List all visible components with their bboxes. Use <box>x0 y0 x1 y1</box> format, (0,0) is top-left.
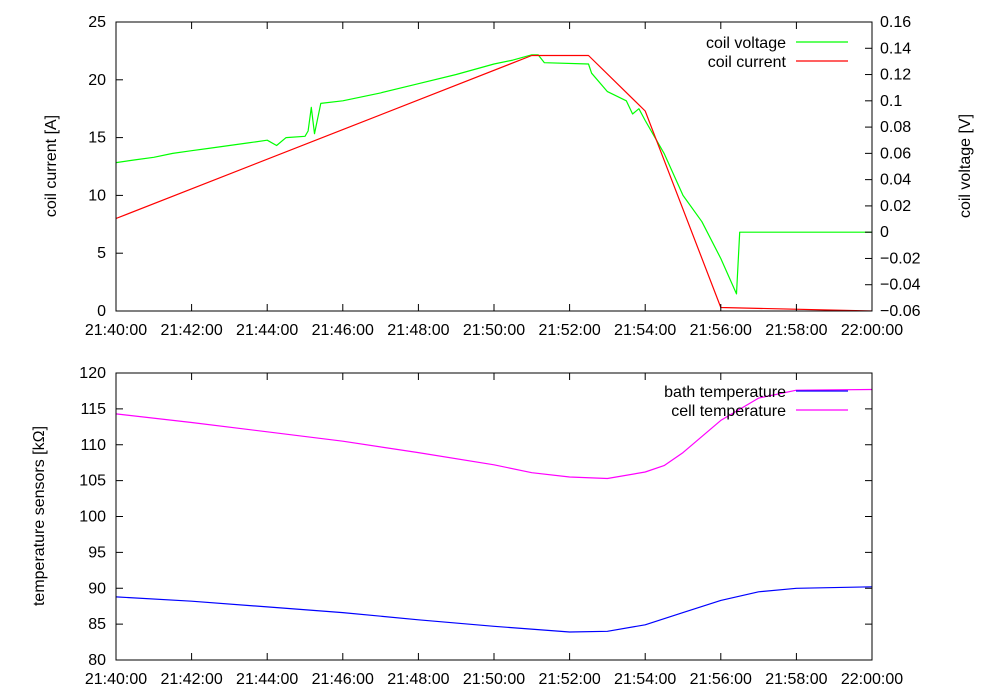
y-tick-label: 120 <box>79 365 106 382</box>
bottom-series-layer <box>116 388 872 633</box>
x-tick-label: 21:42:00 <box>160 322 222 339</box>
x-tick-label: 21:48:00 <box>387 322 449 339</box>
y-tick-label: 5 <box>97 245 106 262</box>
y2-tick-label: 0 <box>880 224 889 241</box>
legend-label-coil-voltage: coil voltage <box>706 35 786 52</box>
legend-bottom: bath temperature cell temperature <box>664 384 848 420</box>
y2-tick-label: 0.1 <box>880 93 902 110</box>
y-axis-title-bottom: temperature sensors [kΩ] <box>31 426 48 606</box>
x-tick-label: 21:44:00 <box>236 671 298 688</box>
x-tick-label: 21:58:00 <box>765 671 827 688</box>
x-tick-label: 21:56:00 <box>690 322 752 339</box>
x-tick-label: 21:54:00 <box>614 322 676 339</box>
chart-bottom: 21:40:00 21:42:00 21:44:00 21:46:00 21:48:00… <box>31 365 903 688</box>
x-tick-label: 21:46:00 <box>312 671 374 688</box>
y-tick-label: 100 <box>79 509 106 526</box>
bottom-axes: 21:40:00 21:42:00 21:44:00 21:46:00 21:48:00… <box>79 365 903 688</box>
y2-tick-label: 0.12 <box>880 67 911 84</box>
y-tick-label: 85 <box>88 616 106 633</box>
x-tick-label: 21:54:00 <box>614 671 676 688</box>
x-tick-label: 21:40:00 <box>85 322 147 339</box>
y-tick-label: 0 <box>97 303 106 320</box>
y-tick-label: 95 <box>88 544 106 561</box>
x-tick-label: 21:50:00 <box>463 671 525 688</box>
y-tick-label: 10 <box>88 187 106 204</box>
x-tick-label: 21:52:00 <box>538 671 600 688</box>
top-axes: 21:40:00 21:42:00 21:44:00 21:46:00 21:48:00… <box>85 14 921 339</box>
x-tick-label: 21:50:00 <box>463 322 525 339</box>
y2-tick-label: 0.08 <box>880 119 911 136</box>
x-tick-label: 21:44:00 <box>236 322 298 339</box>
x-tick-label: 21:48:00 <box>387 671 449 688</box>
y2-tick-label: 0.02 <box>880 198 911 215</box>
y-tick-label: 110 <box>80 437 106 454</box>
y2-axis-title-top: coil voltage [V] <box>957 114 974 218</box>
legend-top: coil voltage coil current <box>706 35 848 71</box>
y-tick-label: 20 <box>88 72 106 89</box>
y2-tick-label: 0.16 <box>880 14 911 31</box>
y2-tick-label: 0.06 <box>880 145 911 162</box>
x-tick-label: 21:58:00 <box>765 322 827 339</box>
x-tick-label: 21:56:00 <box>690 671 752 688</box>
x-tick-label: 22:00:00 <box>841 671 903 688</box>
y-tick-label: 115 <box>80 401 106 418</box>
x-tick-label: 21:42:00 <box>160 671 222 688</box>
legend-label-bath-temperature: bath temperature <box>664 384 786 401</box>
y2-tick-label: 0.14 <box>880 40 911 57</box>
series-line-coil-current <box>116 54 872 311</box>
chart-top: 21:40:00 21:42:00 21:44:00 21:46:00 21:48:00… <box>43 14 974 339</box>
y2-tick-label: 0.04 <box>880 172 911 189</box>
top-series-layer <box>116 54 872 311</box>
x-tick-label: 21:52:00 <box>538 322 600 339</box>
x-tick-label: 22:00:00 <box>841 322 903 339</box>
y-tick-label: 105 <box>79 473 106 490</box>
legend-label-cell-temperature: cell temperature <box>671 403 786 420</box>
legend-label-coil-current: coil current <box>708 54 787 71</box>
x-tick-label: 21:46:00 <box>312 322 374 339</box>
y-tick-label: 80 <box>88 652 106 669</box>
series-line-cell-temperature <box>116 388 872 480</box>
y2-tick-label: −0.06 <box>880 303 921 320</box>
y2-tick-label: −0.04 <box>880 277 921 294</box>
y2-tick-label: −0.02 <box>880 250 921 267</box>
y-tick-label: 25 <box>88 14 106 31</box>
y-tick-label: 90 <box>88 580 106 597</box>
x-tick-label: 21:40:00 <box>85 671 147 688</box>
series-line-bath-temperature <box>116 586 872 633</box>
y-axis-title-top: coil current [A] <box>43 115 60 217</box>
y-tick-label: 15 <box>88 130 106 147</box>
